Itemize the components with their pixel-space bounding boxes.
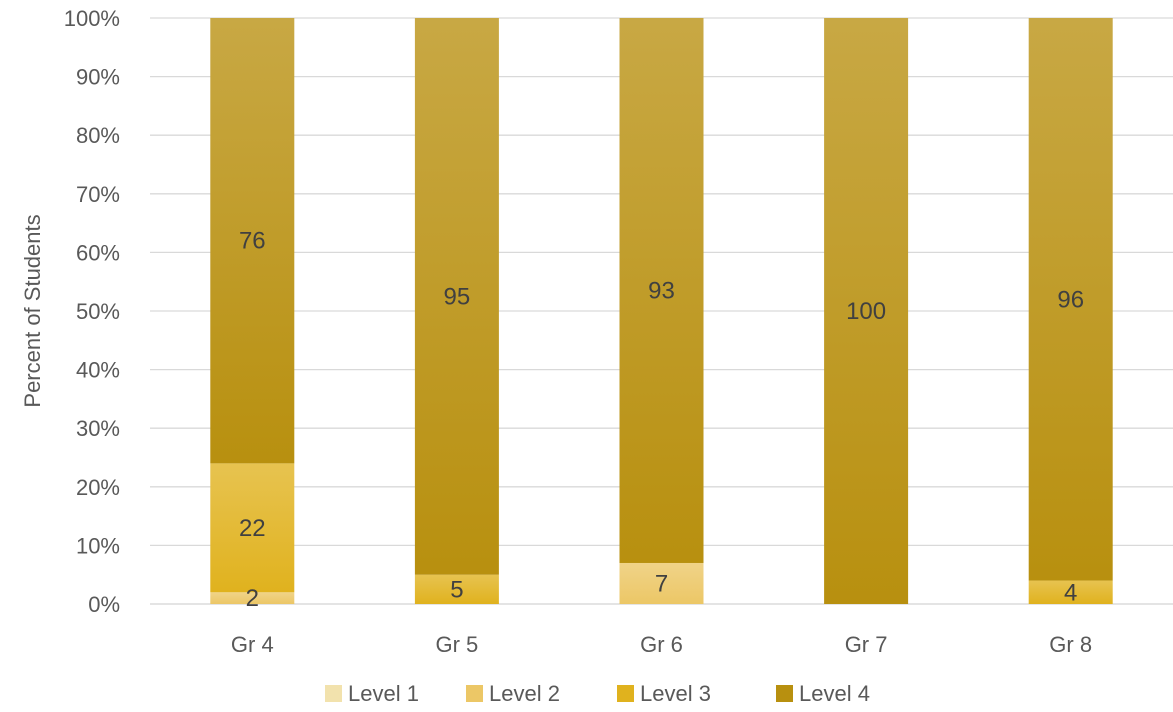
data-label: 2: [246, 585, 259, 612]
y-tick-label: 100%: [64, 6, 120, 31]
legend-item: Level 2: [466, 681, 560, 706]
bar-segment-level-3: [1028, 580, 1113, 604]
data-label: 93: [648, 277, 675, 304]
legend-swatch: [617, 685, 634, 702]
y-tick-label: 0%: [88, 592, 120, 617]
legend-label: Level 2: [489, 681, 560, 706]
bar-segment-level-4: [210, 18, 295, 464]
legend-label: Level 1: [348, 681, 419, 706]
y-tick-label: 10%: [76, 533, 120, 558]
legend-swatch: [325, 685, 342, 702]
y-tick-label: 40%: [76, 358, 120, 383]
data-label: 76: [239, 228, 266, 255]
x-tick-label: Gr 4: [231, 632, 274, 657]
y-tick-label: 60%: [76, 240, 120, 265]
data-label: 7: [655, 570, 668, 597]
x-tick-label: Gr 6: [640, 632, 683, 657]
bar-segment-level-4: [824, 18, 909, 604]
data-label: 5: [450, 576, 463, 603]
legend-swatch: [466, 685, 483, 702]
y-axis-title: Percent of Students: [20, 214, 45, 407]
legend-swatch: [776, 685, 793, 702]
bar-segment-level-4: [1028, 18, 1113, 581]
data-label: 96: [1057, 286, 1084, 313]
y-tick-label: 70%: [76, 182, 120, 207]
y-tick-label: 90%: [76, 65, 120, 90]
bar-segment-level-2: [210, 592, 295, 604]
x-tick-label: Gr 7: [845, 632, 888, 657]
data-label: 22: [239, 515, 266, 542]
y-tick-label: 80%: [76, 123, 120, 148]
bar-segment-level-4: [619, 18, 704, 563]
data-label: 4: [1064, 579, 1077, 606]
legend-item: Level 3: [617, 681, 711, 706]
x-tick-label: Gr 8: [1049, 632, 1092, 657]
x-tick-label: Gr 5: [436, 632, 479, 657]
x-axis-ticks: Gr 4 Gr 5 Gr 6 Gr 7 Gr 8: [231, 632, 1092, 657]
legend-label: Level 3: [640, 681, 711, 706]
data-label: 100: [846, 298, 886, 325]
y-tick-label: 20%: [76, 475, 120, 500]
bar-segment-level-3: [414, 574, 499, 604]
legend-item: Level 1: [325, 681, 419, 706]
bars: [210, 18, 1113, 604]
y-tick-label: 50%: [76, 299, 120, 324]
legend-label: Level 4: [799, 681, 870, 706]
bar-segment-level-4: [414, 18, 499, 575]
y-tick-label: 30%: [76, 416, 120, 441]
y-axis-ticks: 0% 10% 20% 30% 40% 50% 60% 70% 80% 90% 100%: [64, 6, 120, 617]
bar-segment-level-2: [619, 562, 704, 604]
legend-item: Level 4: [776, 681, 870, 706]
legend: Level 1 Level 2 Level 3 Level 4: [325, 681, 870, 706]
bar-segment-level-3: [210, 463, 295, 593]
data-label: 95: [444, 283, 471, 310]
